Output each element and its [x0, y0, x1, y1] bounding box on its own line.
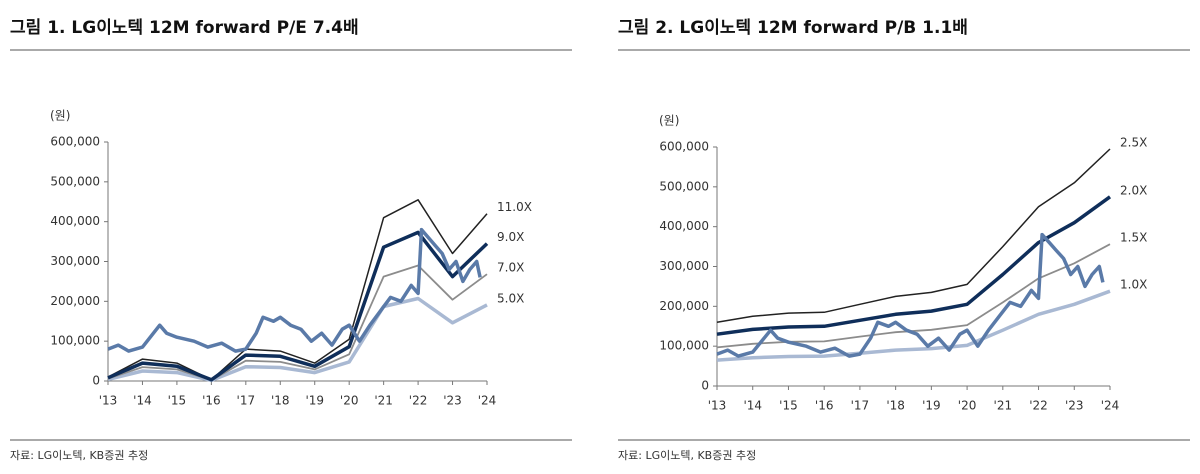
chart-title: 그림 1. LG이노텍 12M forward P/E 7.4배	[10, 18, 359, 38]
x-tick-label: '17	[851, 399, 870, 413]
series-label: 5.0X	[497, 291, 524, 305]
y-tick-label: 0	[92, 374, 100, 388]
source: 자료: LG이노텍, KB증권 추정	[618, 449, 756, 462]
series-label: 2.0X	[1120, 183, 1147, 197]
source: 자료: LG이노텍, KB증권 추정	[10, 449, 148, 462]
x-tick-label: '17	[237, 394, 256, 408]
y-tick-label: 100,000	[659, 339, 709, 353]
x-tick-label: '18	[271, 394, 290, 408]
x-tick-label: '19	[305, 394, 324, 408]
y-tick-label: 300,000	[659, 259, 709, 273]
x-tick-label: '20	[958, 399, 977, 413]
y-tick-label: 300,000	[50, 254, 100, 268]
series-label: 9.0X	[497, 230, 524, 244]
x-tick-label: '13	[99, 394, 118, 408]
y-unit: (원)	[659, 114, 679, 128]
x-tick-label: '23	[1065, 399, 1084, 413]
y-tick-label: 100,000	[50, 334, 100, 348]
x-tick-label: '15	[779, 399, 798, 413]
x-tick-label: '21	[374, 394, 393, 408]
series-label: 1.5X	[1120, 231, 1147, 245]
x-tick-label: '22	[409, 394, 428, 408]
x-tick-label: '16	[815, 399, 834, 413]
y-tick-label: 600,000	[659, 140, 709, 154]
y-tick-label: 500,000	[659, 179, 709, 193]
y-tick-label: 0	[701, 379, 709, 393]
x-tick-label: '21	[994, 399, 1013, 413]
series-label: 7.0X	[497, 261, 524, 275]
series-line	[107, 227, 482, 353]
series-line	[107, 296, 488, 383]
series-label: 2.5X	[1120, 135, 1147, 149]
series-line	[107, 230, 489, 382]
chart-title: 그림 2. LG이노텍 12M forward P/B 1.1배	[618, 18, 968, 38]
series-line	[716, 148, 1111, 324]
y-tick-label: 600,000	[50, 135, 100, 149]
series-line	[107, 264, 488, 382]
y-tick-label: 400,000	[659, 219, 709, 233]
x-tick-label: '14	[133, 394, 152, 408]
series-line	[716, 232, 1105, 358]
series-line	[107, 199, 488, 381]
x-tick-label: '13	[708, 399, 727, 413]
x-tick-label: '20	[340, 394, 359, 408]
series-label: 11.0X	[497, 200, 532, 214]
y-tick-label: 200,000	[659, 299, 709, 313]
y-unit: (원)	[50, 109, 70, 123]
series-label: 1.0X	[1120, 278, 1147, 292]
y-tick-label: 400,000	[50, 214, 100, 228]
y-tick-label: 500,000	[50, 174, 100, 188]
series-line	[716, 289, 1111, 362]
x-tick-label: '16	[202, 394, 221, 408]
x-tick-label: '14	[743, 399, 762, 413]
x-tick-label: '22	[1029, 399, 1048, 413]
x-tick-label: '15	[168, 394, 187, 408]
x-tick-label: '18	[886, 399, 905, 413]
x-tick-label: '19	[922, 399, 941, 413]
x-tick-label: '23	[443, 394, 462, 408]
x-tick-label: '24	[478, 394, 497, 408]
y-tick-label: 200,000	[50, 294, 100, 308]
x-tick-label: '24	[1101, 399, 1120, 413]
